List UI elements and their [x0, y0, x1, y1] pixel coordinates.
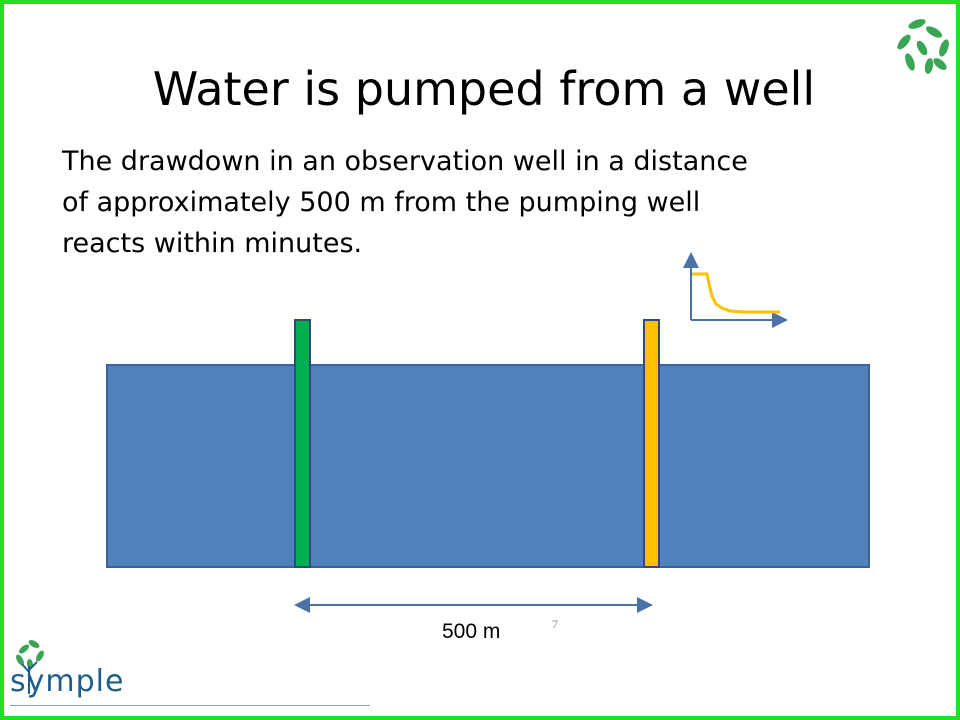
symple-logo-text: symple	[10, 664, 125, 699]
distance-label: 500 m	[442, 620, 501, 643]
pumping-well	[294, 319, 311, 568]
body-line: reacts within minutes.	[62, 228, 363, 259]
logo-underline	[10, 705, 370, 706]
slide-body-text: The drawdown in an observation well in a…	[62, 141, 862, 264]
aquifer	[106, 364, 870, 568]
drawdown-curve	[692, 272, 780, 314]
page-number: 7	[552, 617, 558, 631]
slide-title: Water is pumped from a well	[152, 62, 816, 116]
drawdown-graph-axes	[683, 252, 788, 328]
body-line: The drawdown in an observation well in a…	[62, 146, 748, 177]
observation-well	[643, 319, 660, 568]
body-line: of approximately 500 m from the pumping …	[62, 187, 701, 218]
